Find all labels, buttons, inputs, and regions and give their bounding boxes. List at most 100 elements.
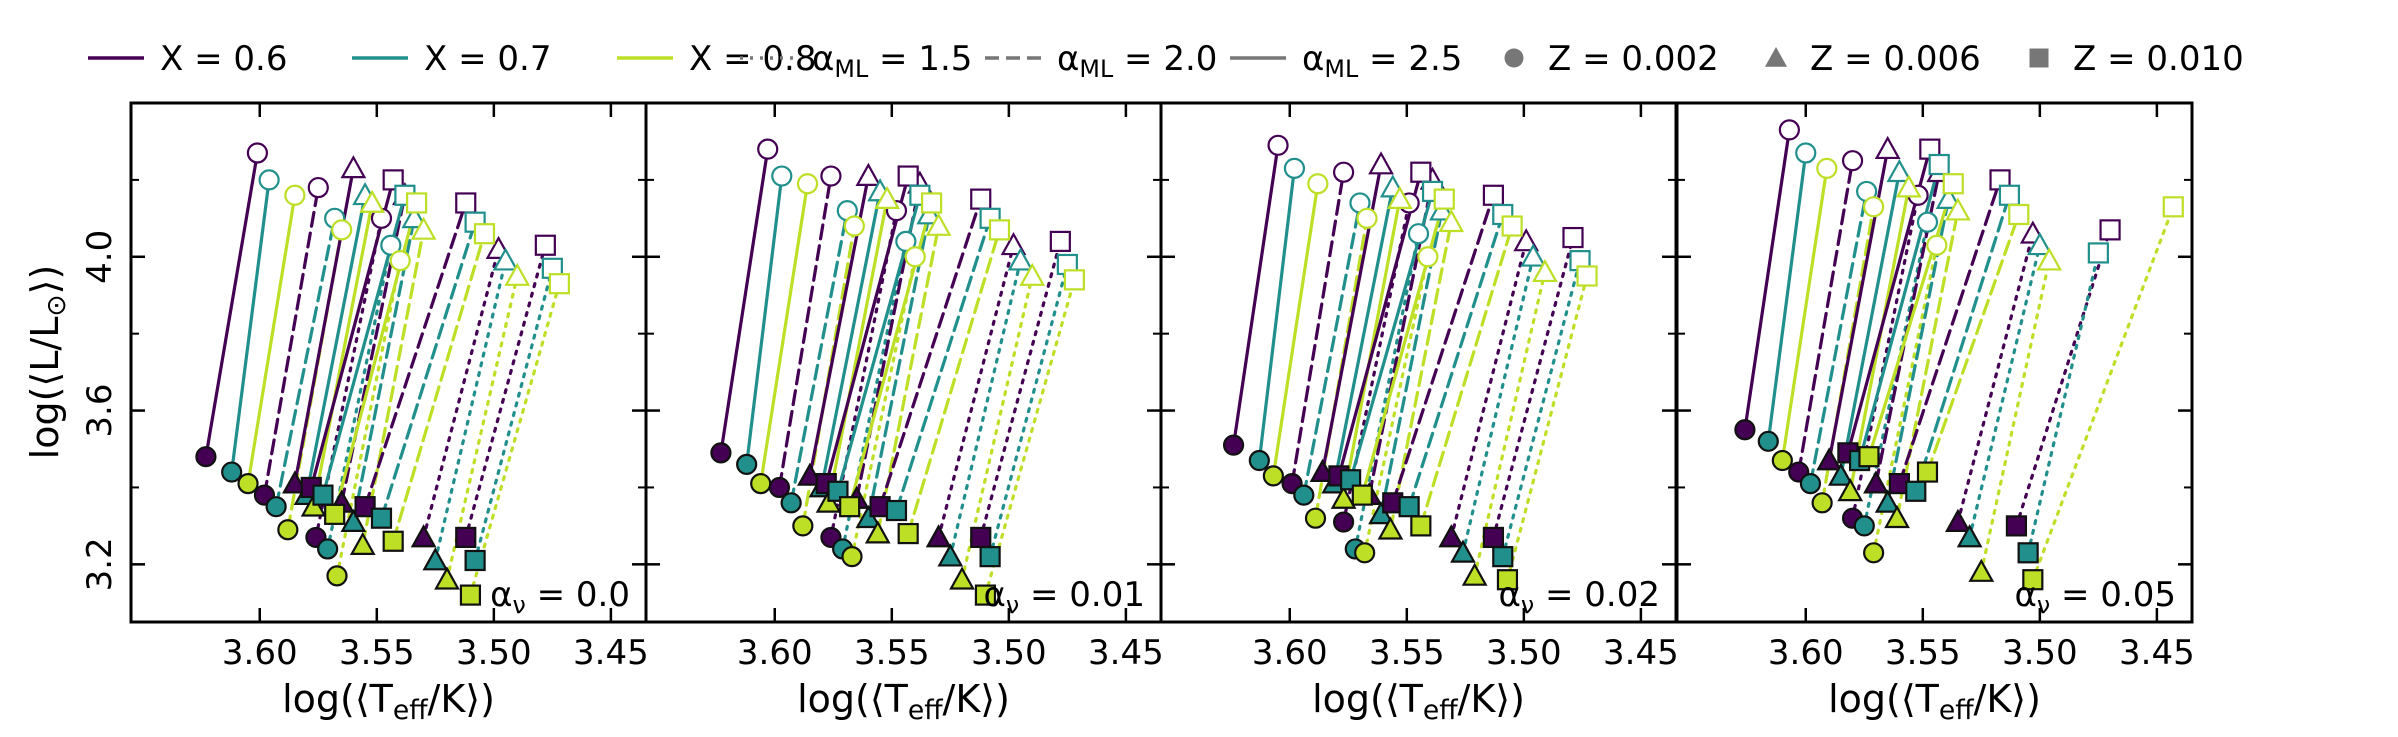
track-start-marker <box>281 470 308 494</box>
track-end-marker <box>988 219 1011 241</box>
track-line <box>1780 166 1829 463</box>
track-end-marker <box>492 247 519 271</box>
track-line <box>777 174 833 490</box>
track-end-marker <box>1520 243 1547 267</box>
track-start-marker <box>1956 524 1983 548</box>
track-end-marker <box>1576 265 1598 287</box>
track-line <box>1839 170 1901 478</box>
track-start-marker <box>1293 484 1315 506</box>
track-start-marker <box>1351 484 1373 506</box>
track-end-marker <box>1407 223 1430 245</box>
track-start-marker <box>1309 458 1336 482</box>
track-start-marker <box>1354 542 1376 564</box>
track-line <box>1231 143 1280 447</box>
track-end-marker <box>820 165 842 187</box>
track-line <box>979 239 1062 540</box>
track-line <box>230 178 271 474</box>
track-start-marker <box>422 547 449 571</box>
track-start-marker <box>780 492 802 514</box>
track-line <box>433 259 508 563</box>
panel-alpha-label: αν​ = 0.05 <box>2014 575 2176 619</box>
track-end-marker <box>473 223 496 245</box>
track-start-marker <box>434 566 460 590</box>
track-line <box>2026 251 2100 555</box>
track-start-marker <box>1222 434 1245 456</box>
x-axis-label: log(⟨Teff​/K⟩) <box>1312 677 1525 726</box>
x-tick-label: 3.60 <box>1252 633 1328 673</box>
track-line <box>988 262 1069 559</box>
track-start-marker <box>1757 430 1779 452</box>
track-end-marker <box>1433 188 1455 210</box>
panel-alpha-label: αν​ = 0.02 <box>1498 575 1660 619</box>
track-line <box>1914 193 2012 493</box>
track-line <box>1743 128 1791 432</box>
track-end-marker <box>1438 208 1465 233</box>
track-line <box>246 193 297 486</box>
x-axis-label: log(⟨Teff​/K⟩) <box>1828 677 2041 726</box>
track-start-marker <box>1771 449 1793 472</box>
track-line <box>983 278 1076 597</box>
track-start-marker <box>354 496 376 518</box>
track-line <box>1461 255 1535 555</box>
track-start-marker <box>1340 469 1362 491</box>
panel-alpha-label: αν​ = 0.01 <box>983 575 1145 619</box>
track-end-marker <box>1928 153 1950 176</box>
track-line <box>894 216 992 513</box>
track-end-marker <box>1410 161 1432 183</box>
x-tick-label: 3.55 <box>339 633 415 673</box>
legend-entry: X = 0.8 <box>617 39 816 79</box>
track-start-marker <box>1863 470 1889 494</box>
track-start-marker <box>464 549 486 572</box>
track-start-marker <box>455 526 477 549</box>
track-start-marker <box>1811 492 1833 514</box>
track-line <box>2031 205 2175 582</box>
track-line <box>262 185 320 497</box>
track-line <box>1391 193 1496 505</box>
track-end-marker <box>405 192 428 214</box>
track-end-marker <box>1532 258 1558 283</box>
track-line <box>473 266 554 563</box>
track-line <box>824 174 910 486</box>
x-tick-label: 3.45 <box>573 633 649 673</box>
track-line <box>937 243 1016 540</box>
track-start-marker <box>827 480 849 502</box>
track-start-marker <box>1304 507 1327 529</box>
track-line <box>204 151 260 459</box>
track-start-marker <box>1968 558 1995 582</box>
track-end-marker <box>796 173 819 195</box>
track-line <box>468 282 561 597</box>
panel: 3.60 3.55 3.50 3.45 3.2 3.6 4.0 αν​ = 0.0 log(⟨T… <box>80 101 649 726</box>
track-end-marker <box>1841 150 1864 172</box>
track-end-marker <box>1007 247 1034 271</box>
legend-entry: αML​ = 2.5 <box>1230 39 1462 83</box>
x-tick-label: 3.60 <box>1768 633 1844 673</box>
track-end-marker <box>455 192 477 214</box>
track-end-marker <box>1816 157 1838 179</box>
panel-frame <box>1675 101 2194 624</box>
track-end-marker <box>307 176 329 199</box>
track-end-marker <box>2087 242 2109 264</box>
legend-label: Z = 0.010 <box>2073 39 2244 79</box>
x-tick-label: 3.55 <box>1369 633 1445 673</box>
track-start-marker <box>897 522 919 545</box>
track-line <box>1895 209 1960 520</box>
legend-entry: αML​ = 2.0 <box>985 39 1217 83</box>
track-end-marker <box>1926 234 1948 256</box>
track-line <box>1501 259 1582 559</box>
track-line <box>274 216 337 509</box>
track-start-marker <box>885 499 908 522</box>
x-tick-label: 3.45 <box>1088 633 1164 673</box>
track-end-marker <box>340 155 367 179</box>
legend-entry: Z = 0.010 <box>2029 39 2244 79</box>
track-start-marker <box>768 476 791 499</box>
track-end-marker <box>1942 173 1964 195</box>
track-start-marker <box>349 531 376 556</box>
track-end-marker <box>1562 226 1584 249</box>
track-start-marker <box>340 508 367 532</box>
track-start-marker <box>1945 508 1971 532</box>
track-end-marker <box>1000 231 1027 256</box>
track-start-marker <box>312 484 334 506</box>
track-line <box>878 197 983 509</box>
